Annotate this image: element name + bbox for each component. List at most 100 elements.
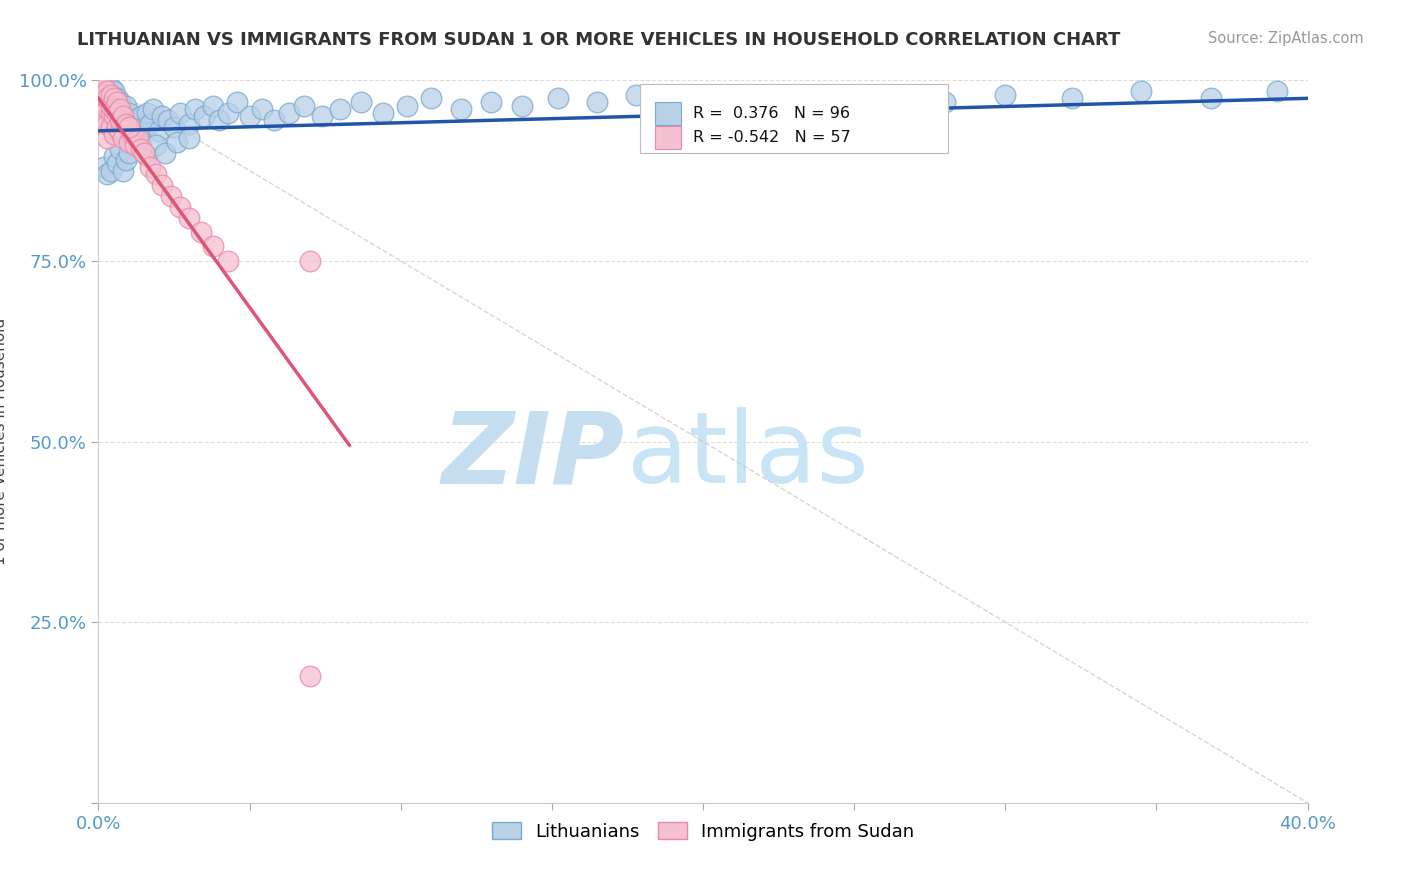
Point: [481, 95, 503, 109]
Y-axis label: 1 or more Vehicles in Household: 1 or more Vehicles in Household: [0, 318, 7, 566]
Point: [371, 105, 394, 120]
Point: [124, 131, 146, 145]
Point: [263, 113, 285, 128]
Point: [111, 131, 134, 145]
Point: [166, 135, 188, 149]
Point: [90, 102, 112, 116]
Point: [129, 138, 152, 153]
Point: [114, 153, 136, 167]
Point: [450, 102, 472, 116]
Point: [90, 91, 112, 105]
Point: [118, 105, 141, 120]
Point: [132, 145, 155, 160]
Point: [118, 120, 141, 135]
Point: [100, 80, 122, 95]
Text: ZIP: ZIP: [441, 408, 624, 505]
Point: [135, 149, 157, 163]
Point: [100, 91, 122, 105]
Point: [510, 98, 533, 112]
Point: [90, 110, 112, 124]
Point: [105, 105, 128, 120]
Point: [179, 117, 201, 131]
Point: [586, 95, 609, 109]
Point: [96, 91, 118, 105]
Point: [90, 95, 112, 109]
Point: [311, 110, 333, 124]
Point: [93, 98, 115, 112]
Point: [96, 95, 118, 109]
FancyBboxPatch shape: [640, 84, 949, 153]
Point: [350, 95, 373, 109]
Point: [93, 98, 115, 112]
Point: [90, 80, 112, 95]
Point: [93, 80, 115, 95]
Point: [111, 113, 134, 128]
Point: [96, 167, 118, 181]
Point: [96, 117, 118, 131]
Point: [93, 87, 115, 102]
Point: [105, 91, 128, 105]
Point: [547, 91, 569, 105]
Point: [93, 110, 115, 124]
Point: [132, 120, 155, 135]
Point: [96, 84, 118, 98]
Point: [114, 117, 136, 131]
Point: [118, 128, 141, 142]
Point: [108, 124, 131, 138]
Point: [145, 167, 167, 181]
Point: [103, 91, 125, 105]
Point: [217, 253, 239, 268]
Point: [96, 117, 118, 131]
Point: [111, 110, 134, 124]
Point: [100, 87, 122, 102]
Point: [96, 102, 118, 116]
Point: [103, 98, 125, 112]
Point: [169, 105, 191, 120]
Point: [90, 80, 112, 95]
Point: [716, 91, 738, 105]
Point: [114, 117, 136, 131]
Point: [163, 120, 186, 135]
Point: [100, 105, 122, 120]
Point: [208, 113, 231, 128]
FancyBboxPatch shape: [655, 126, 682, 149]
Point: [103, 102, 125, 116]
Point: [873, 91, 896, 105]
Point: [103, 95, 125, 109]
Point: [1267, 84, 1289, 98]
Point: [153, 145, 176, 160]
Point: [124, 113, 146, 128]
Point: [118, 120, 141, 135]
Point: [103, 120, 125, 135]
Text: LITHUANIAN VS IMMIGRANTS FROM SUDAN 1 OR MORE VEHICLES IN HOUSEHOLD CORRELATION : LITHUANIAN VS IMMIGRANTS FROM SUDAN 1 OR…: [77, 31, 1121, 49]
Point: [100, 91, 122, 105]
Point: [108, 102, 131, 116]
Point: [105, 113, 128, 128]
Point: [127, 131, 149, 145]
Point: [127, 124, 149, 138]
Point: [96, 105, 118, 120]
Text: Source: ZipAtlas.com: Source: ZipAtlas.com: [1208, 31, 1364, 46]
Point: [299, 669, 322, 683]
Point: [179, 211, 201, 225]
Point: [1199, 91, 1222, 105]
Text: atlas: atlas: [627, 408, 869, 505]
Point: [105, 95, 128, 109]
Point: [329, 102, 352, 116]
Point: [96, 84, 118, 98]
Point: [299, 253, 322, 268]
Point: [190, 225, 212, 239]
Point: [765, 95, 787, 109]
Point: [626, 87, 648, 102]
Point: [118, 145, 141, 160]
Point: [292, 98, 315, 112]
Point: [111, 120, 134, 135]
Point: [93, 113, 115, 128]
Text: R = -0.542   N = 57: R = -0.542 N = 57: [693, 130, 851, 145]
Point: [108, 95, 131, 109]
Point: [96, 87, 118, 102]
Point: [139, 160, 162, 174]
Point: [108, 113, 131, 128]
Point: [103, 84, 125, 98]
Point: [93, 160, 115, 174]
